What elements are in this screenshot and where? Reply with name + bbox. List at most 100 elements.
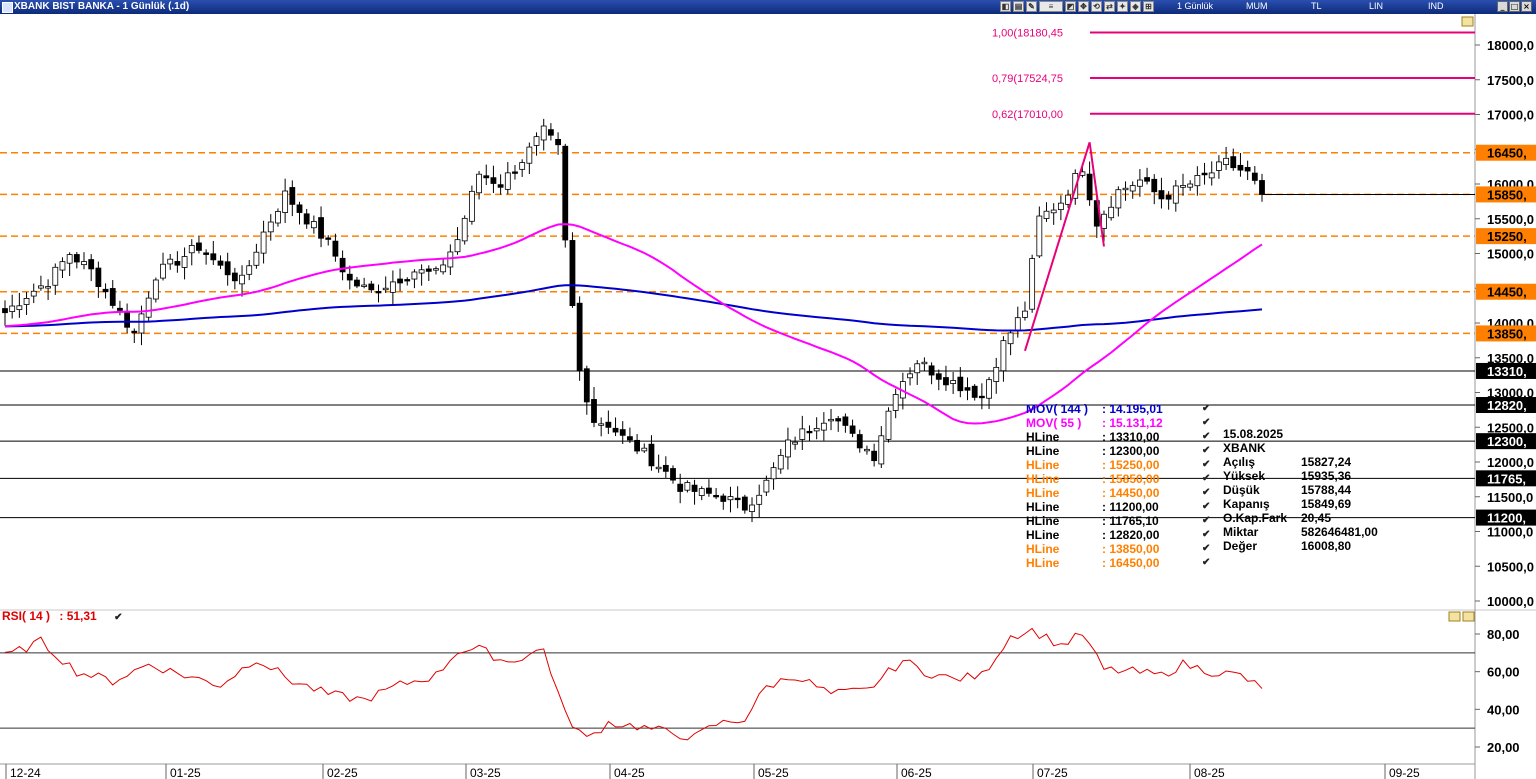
- tool-icon[interactable]: ⇄: [1104, 1, 1115, 12]
- indicator-name: HLine: [1026, 472, 1060, 486]
- tool-icon[interactable]: ✦: [1117, 1, 1128, 12]
- x-tick-label: 01-25: [170, 766, 201, 779]
- indicator-name: HLine: [1026, 486, 1060, 500]
- candle: [856, 434, 863, 449]
- indicator-value: : 13850,00: [1102, 542, 1160, 556]
- panel-button[interactable]: [1448, 611, 1461, 622]
- candle: [368, 283, 375, 291]
- indicator-value: : 14.195,01: [1102, 402, 1163, 416]
- check-icon[interactable]: ✔: [1202, 515, 1211, 526]
- check-icon[interactable]: ✔: [1202, 403, 1211, 414]
- minimize-icon[interactable]: _: [1497, 1, 1508, 12]
- check-icon[interactable]: ✔: [1202, 487, 1211, 498]
- candle: [662, 464, 669, 472]
- check-icon[interactable]: ✔: [1202, 431, 1211, 442]
- candle: [1014, 317, 1021, 331]
- candle: [1000, 340, 1007, 372]
- candle: [239, 274, 245, 285]
- candle: [30, 290, 37, 297]
- menu-timeframe[interactable]: 1 Günlük: [1177, 1, 1214, 11]
- check-icon[interactable]: ✔: [1202, 417, 1211, 428]
- price-tick-label: 12500,0: [1487, 420, 1534, 435]
- candle: [440, 264, 447, 273]
- fib-swing-line[interactable]: [1024, 142, 1091, 352]
- tool-icon[interactable]: ✎: [1026, 1, 1037, 12]
- candle: [2, 308, 8, 314]
- indicator-value: : 15850,00: [1102, 472, 1160, 486]
- check-icon[interactable]: ✔: [1202, 557, 1211, 568]
- price-tag: 15850,: [1487, 187, 1527, 202]
- price-chart[interactable]: 18000,017500,017000,016500,016000,015500…: [0, 14, 1536, 779]
- candle: [138, 313, 145, 334]
- indicator-row: HLine: 12300,00 ✔: [1026, 444, 1214, 458]
- close-icon[interactable]: ×: [1521, 1, 1532, 12]
- tool-icon[interactable]: ◧: [1000, 1, 1011, 12]
- candle: [820, 422, 827, 431]
- tool-icon[interactable]: ◩: [1065, 1, 1076, 12]
- candle: [777, 454, 784, 470]
- candle: [576, 302, 583, 372]
- ma-144-line: [4, 284, 1263, 332]
- tool-icon[interactable]: ▤: [1013, 1, 1024, 12]
- check-icon[interactable]: ✔: [1202, 445, 1211, 456]
- candle: [1172, 185, 1179, 204]
- rsi-value: : 51,31: [59, 609, 97, 623]
- candle: [1136, 179, 1143, 187]
- ohlc-label: Düşük: [1223, 483, 1260, 497]
- candle: [411, 271, 418, 280]
- check-icon[interactable]: ✔: [1202, 459, 1211, 470]
- menu-indicators[interactable]: IND: [1428, 1, 1444, 11]
- candle: [720, 495, 727, 502]
- check-icon[interactable]: ✔: [1202, 529, 1211, 540]
- check-icon[interactable]: ✔: [114, 612, 123, 623]
- fib-swing-line[interactable]: [1088, 142, 1105, 247]
- check-icon[interactable]: ✔: [1202, 473, 1211, 484]
- candle: [461, 217, 468, 242]
- candle: [713, 494, 720, 498]
- maximize-icon[interactable]: □: [1509, 1, 1520, 12]
- indicator-name: MOV( 144 ): [1026, 402, 1089, 416]
- candle: [318, 217, 324, 239]
- candle: [1194, 175, 1201, 187]
- candle: [547, 129, 554, 136]
- ohlc-date: 15.08.2025: [1223, 427, 1284, 441]
- candle: [1187, 183, 1194, 188]
- ohlc-row: O.Kap.Fark 20,45: [1223, 511, 1378, 525]
- price-tag-bg: [1476, 433, 1536, 450]
- tool-icon[interactable]: ≡: [1039, 1, 1063, 12]
- candle: [454, 239, 461, 253]
- tool-icon[interactable]: ⊞: [1143, 1, 1154, 12]
- indicator-name: HLine: [1026, 556, 1060, 570]
- indicator-row: HLine: 13850,00 ✔: [1026, 542, 1214, 556]
- candle: [950, 380, 957, 384]
- panel-button[interactable]: [1461, 16, 1474, 27]
- ohlc-label: Açılış: [1223, 455, 1256, 469]
- price-tick-label: 17500,0: [1487, 73, 1534, 88]
- tool-icon[interactable]: ✥: [1078, 1, 1089, 12]
- candle: [619, 429, 626, 436]
- check-icon[interactable]: ✔: [1202, 501, 1211, 512]
- price-tag-bg: [1476, 509, 1536, 526]
- x-tick-label: 03-25: [470, 766, 501, 779]
- price-tag-bg: [1476, 283, 1536, 300]
- menu-scale[interactable]: LIN: [1369, 1, 1384, 11]
- candle: [497, 184, 504, 188]
- candle: [612, 427, 619, 433]
- candle: [1144, 177, 1150, 182]
- tool-icon[interactable]: ⟲: [1091, 1, 1102, 12]
- indicator-value: : 11200,00: [1102, 500, 1159, 514]
- title-bar: XBANK BIST BANKA - 1 Günlük (.1d) ◧ ▤ ✎ …: [0, 0, 1536, 14]
- menu-currency[interactable]: TL: [1311, 1, 1322, 11]
- candle: [52, 266, 59, 286]
- candle: [627, 436, 633, 441]
- price-tag: 13310,: [1487, 364, 1527, 379]
- indicator-value: : 15.131,12: [1102, 416, 1163, 430]
- tool-icon[interactable]: ◈: [1130, 1, 1141, 12]
- price-tick-label: 13500,0: [1487, 351, 1534, 366]
- ohlc-value: 582646481,00: [1301, 525, 1378, 539]
- candle: [806, 430, 813, 434]
- panel-button[interactable]: [1462, 611, 1475, 622]
- x-tick-label: 05-25: [758, 766, 789, 779]
- menu-chart-type[interactable]: MUM: [1246, 1, 1268, 11]
- check-icon[interactable]: ✔: [1202, 543, 1211, 554]
